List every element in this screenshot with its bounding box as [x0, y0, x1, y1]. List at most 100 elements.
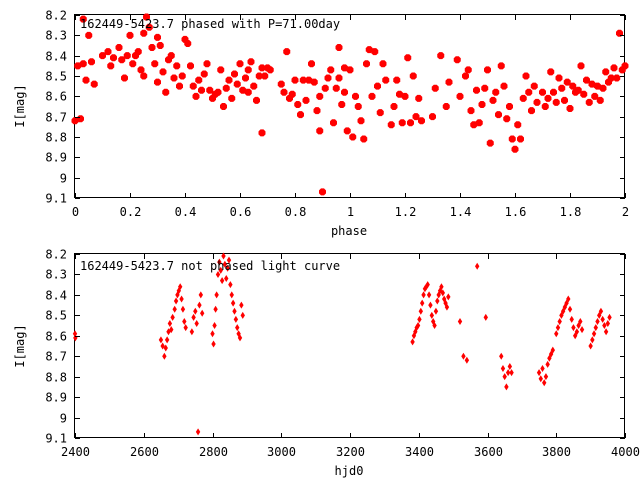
y-tick-label: 8.3 [45, 268, 67, 282]
data-point [215, 270, 221, 278]
data-point [335, 74, 343, 82]
data-point [507, 362, 513, 370]
data-point [197, 301, 202, 309]
data-point [473, 86, 480, 94]
y-ticks: 8.2 8.3 8.4 8.5 8.6 8.7 8.8 8.9 9 9.1 [45, 9, 625, 206]
data-point [71, 117, 79, 125]
x-tick-label: 1.8 [560, 205, 582, 219]
data-point [602, 322, 607, 330]
data-point [212, 322, 217, 330]
data-point [497, 62, 505, 70]
data-point [557, 317, 562, 325]
x-ticks: 0 0.2 0.4 0.6 0.8 1 1.2 1.4 1.6 1.8 2 [72, 15, 629, 219]
data-point [235, 324, 240, 332]
data-point [236, 60, 244, 68]
data-point [610, 64, 618, 72]
phased-light-curve-panel: 0 0.2 0.4 0.6 0.8 1 1.2 1.4 1.6 1.8 2 8.2 8.3 8.4 8.5… [13, 9, 629, 239]
data-point [231, 70, 238, 78]
y-tick-label: 9 [60, 412, 67, 426]
data-point [217, 258, 222, 266]
data-point [288, 90, 296, 98]
data-point [543, 373, 549, 381]
data-point [442, 103, 450, 110]
y-tick-label: 8.4 [45, 50, 67, 64]
data-point [390, 103, 398, 110]
y-tick-label: 8.5 [45, 70, 67, 84]
data-point [221, 252, 226, 260]
data-point [217, 66, 225, 74]
data-point [376, 109, 384, 117]
data-point [233, 80, 241, 88]
data-point [225, 264, 230, 272]
data-point [229, 291, 234, 299]
data-point [232, 307, 237, 315]
data-point [444, 303, 450, 311]
data-point [266, 66, 274, 74]
data-point [349, 133, 357, 141]
data-point [167, 52, 175, 60]
data-point [530, 82, 538, 90]
data-point [195, 76, 203, 84]
data-point [341, 64, 348, 72]
data-point [607, 74, 615, 82]
data-point [305, 76, 313, 84]
data-point [550, 88, 557, 96]
data-point [283, 48, 291, 56]
data-point [360, 135, 368, 143]
y-axis-label: I[mag] [13, 324, 27, 367]
data-point [183, 324, 188, 332]
data-point [180, 305, 186, 313]
data-point [173, 62, 181, 70]
data-point [545, 360, 550, 368]
data-point [588, 80, 596, 88]
data-point [404, 54, 412, 62]
data-point [365, 46, 373, 54]
data-point [578, 317, 583, 325]
data-point [470, 121, 478, 129]
y-tick-label: 8.7 [45, 111, 67, 125]
data-point [387, 121, 395, 129]
chart-title: 162449-5423.7 phased with P=71.00day [80, 17, 340, 31]
data-point [486, 139, 494, 147]
data-point [505, 369, 511, 377]
data-point [439, 283, 444, 291]
data-point [236, 330, 241, 338]
data-point [410, 338, 415, 346]
data-point [569, 315, 574, 323]
data-point [598, 307, 604, 315]
data-point [461, 352, 466, 360]
y-tick-label: 8.7 [45, 350, 67, 364]
data-point [219, 277, 225, 285]
data-point [115, 44, 123, 52]
data-point [176, 82, 183, 90]
y-tick-label: 8.4 [45, 289, 67, 303]
data-point [418, 117, 425, 125]
data-points [71, 13, 629, 196]
data-point [419, 299, 425, 307]
data-point [203, 60, 211, 68]
x-tick-label: 3800 [542, 445, 571, 459]
data-point [233, 315, 239, 323]
data-point [550, 346, 556, 354]
data-point [456, 92, 464, 100]
x-ticks: 2400 2600 2800 3000 3200 3400 3600 3800 4000 [61, 254, 640, 459]
data-point [591, 330, 597, 338]
data-point [415, 322, 421, 330]
data-point [346, 66, 354, 74]
data-point [398, 119, 406, 127]
data-point [194, 320, 199, 328]
data-point [228, 281, 233, 289]
data-point [577, 62, 585, 70]
data-point [140, 29, 148, 37]
data-point [193, 307, 198, 315]
y-tick-label: 9.1 [45, 432, 67, 446]
data-point [425, 281, 430, 289]
data-point [280, 88, 288, 96]
data-point [474, 262, 480, 270]
data-point [224, 275, 229, 283]
data-point [566, 105, 574, 113]
data-points [72, 252, 612, 436]
data-point [79, 15, 87, 23]
x-tick-label: 1.4 [450, 205, 472, 219]
data-point [140, 72, 148, 80]
